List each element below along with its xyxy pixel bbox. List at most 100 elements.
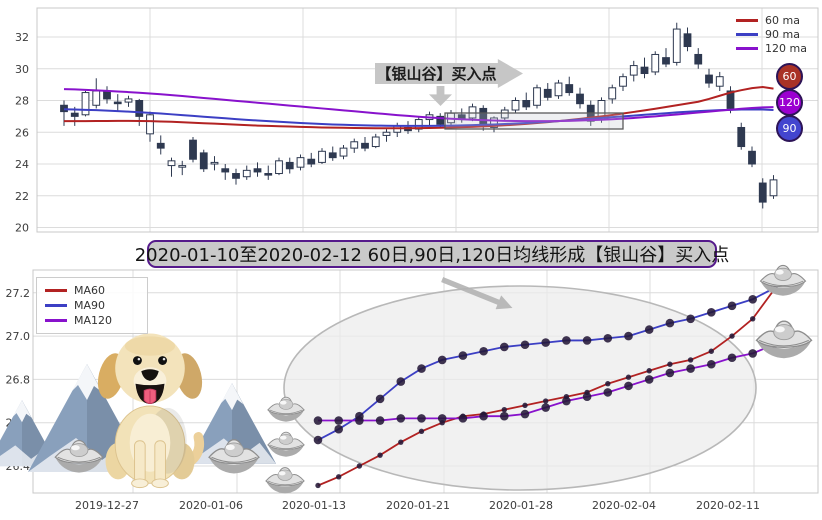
candle-body	[199, 152, 208, 170]
x-tick-label: 2020-01-28	[489, 499, 553, 512]
data-point-marker	[313, 416, 323, 425]
candle-body	[748, 150, 756, 165]
candle-body	[371, 136, 380, 148]
data-point-marker	[417, 364, 426, 373]
candle-body	[135, 100, 144, 117]
ma60-line-swatch	[736, 18, 758, 22]
data-point-marker	[707, 359, 716, 369]
data-point-marker	[437, 355, 447, 365]
data-point-marker	[479, 346, 488, 356]
data-point-marker	[582, 392, 592, 402]
data-point-marker	[624, 331, 633, 341]
data-point-marker	[543, 398, 549, 404]
candle-body	[651, 53, 660, 73]
data-point-marker	[665, 368, 675, 378]
data-point-marker	[727, 353, 737, 363]
data-point-marker	[686, 364, 695, 373]
candle-body	[167, 160, 176, 167]
candle-body	[758, 182, 767, 203]
legend-label: 60 ma	[765, 13, 800, 27]
candle-body	[318, 150, 326, 163]
x-tick-label: 2020-01-21	[386, 499, 450, 512]
data-point-marker	[500, 411, 509, 421]
y-tick-label: 26.8	[6, 373, 31, 386]
data-point-marker	[707, 307, 716, 317]
title-banner: 2020-01-10至2020-02-12 60日,90日,120日均线形成【银…	[135, 240, 729, 268]
legend-item-60ma: 60 ma	[736, 13, 820, 27]
data-point-marker	[356, 463, 363, 469]
candle-body	[500, 109, 509, 119]
candle-body	[275, 160, 283, 175]
candle-body	[490, 117, 498, 128]
candle-body	[705, 74, 713, 84]
data-point-marker	[417, 414, 426, 423]
candle-body	[103, 90, 111, 100]
candle-body	[629, 65, 638, 76]
data-point-marker	[748, 349, 757, 358]
ma60-line-swatch	[45, 289, 67, 292]
candle-body	[296, 157, 305, 168]
data-point-marker	[458, 414, 468, 423]
data-point-marker	[398, 439, 404, 445]
data-point-marker	[624, 381, 633, 391]
data-point-marker	[769, 340, 778, 350]
data-point-marker	[375, 416, 385, 425]
candle-body	[210, 161, 219, 165]
ma90-line-swatch	[736, 32, 758, 36]
data-point-marker	[520, 340, 530, 350]
buy-zone-highlight-box	[444, 112, 624, 130]
y-tick-label: 30	[15, 63, 29, 76]
data-point-marker	[605, 381, 611, 387]
y-tick-label: 22	[15, 190, 29, 203]
candle-body	[70, 112, 79, 117]
data-point-marker	[396, 414, 406, 423]
ma120-badge: 120	[776, 89, 803, 116]
legend-label: MA60	[74, 284, 106, 297]
data-point-marker	[748, 294, 757, 304]
candle-body	[662, 57, 670, 65]
candle-body	[694, 53, 703, 65]
candle-body	[554, 82, 563, 97]
candle-body	[672, 28, 681, 63]
y-tick-label: 20	[15, 222, 29, 235]
legend-item-MA120: MA120	[45, 313, 139, 328]
data-point-marker	[437, 414, 447, 423]
data-point-marker	[769, 284, 778, 293]
legend-item-90ma: 90 ma	[736, 27, 820, 41]
candle-body	[533, 87, 541, 106]
top-candlestick-chart: 20 22 24 26 28 30 32	[15, 7, 819, 235]
candle-body	[113, 101, 122, 105]
candle-body	[737, 126, 746, 148]
candle-body	[436, 115, 445, 125]
data-point-marker	[355, 416, 364, 425]
data-point-marker	[313, 435, 323, 445]
candle-body	[264, 173, 273, 176]
data-point-marker	[334, 416, 344, 425]
candle-body	[232, 173, 240, 179]
y-tick-label: 27.2	[6, 287, 31, 300]
legend-item-MA90: MA90	[45, 298, 139, 313]
data-point-marker	[644, 325, 654, 334]
data-point-marker	[646, 368, 652, 374]
ma-line-120ma	[63, 88, 774, 123]
y-tick-label: 26.6	[6, 417, 31, 430]
ma60-badge: 60	[776, 63, 803, 90]
candle-body	[146, 114, 154, 135]
x-tick-label: 2019-12-27	[75, 499, 139, 512]
ma120-line-swatch	[45, 319, 67, 322]
data-point-marker	[727, 301, 737, 311]
data-point-marker	[479, 411, 488, 421]
data-point-marker	[396, 377, 406, 386]
data-point-marker	[500, 342, 509, 352]
data-point-marker	[708, 348, 714, 354]
candles-group	[60, 22, 778, 209]
x-tick-label: 2020-02-11	[696, 499, 760, 512]
candle-body	[189, 139, 197, 160]
candle-body	[178, 165, 187, 168]
candle-body	[522, 100, 531, 108]
x-tick-label: 2020-02-04	[592, 499, 656, 512]
candle-body	[350, 141, 359, 149]
candle-body	[92, 90, 101, 106]
data-point-marker	[667, 361, 673, 367]
